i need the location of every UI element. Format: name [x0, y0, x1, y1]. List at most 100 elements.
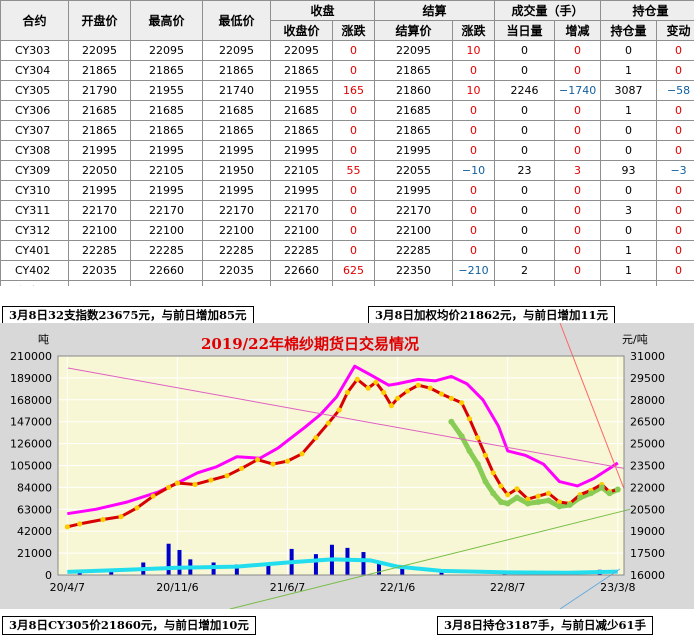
table-cell: 22095: [130, 40, 203, 61]
table-cell: 3: [554, 160, 602, 181]
table-cell: 21865: [202, 120, 271, 141]
price-point: [224, 473, 230, 479]
table-cell: −210: [452, 260, 496, 281]
table-cell: 1: [600, 100, 658, 121]
trend-line-green: [229, 508, 631, 609]
right-tick-label: 26500: [630, 416, 665, 429]
price-point: [64, 524, 70, 530]
volume-bar: [177, 549, 182, 575]
table-cell: 0: [452, 220, 496, 241]
table-cell: 22350: [374, 260, 454, 281]
cy305-point: [458, 433, 465, 440]
table-cell: 21685: [270, 100, 333, 121]
table-cell: 0: [600, 220, 658, 241]
table-cell: 22170: [202, 200, 271, 221]
price-point: [388, 403, 394, 409]
table-row: CY307 21865 21865 21865 21865 0 21865 0 0 0 0 0: [0, 120, 694, 141]
table-cell: 21995: [270, 180, 333, 201]
table-cell: 0: [554, 200, 602, 221]
price-point: [77, 521, 83, 527]
table-cell: 22285: [374, 240, 454, 261]
sub-header-row: 收盘价 涨跌 结算价 涨跌 当日量 增减 持仓量 变动: [1, 20, 694, 41]
table-cell: 0: [656, 140, 694, 161]
table-row: CY305 21790 21955 21740 21955 165 21860 10 2246−…: [0, 80, 694, 101]
contract-quote-table: 合约 开盘价 最高价 最低价 收盘 结算 成交量（手） 持仓量 收盘价 涨跌 结…: [0, 0, 694, 301]
group-header-row: 合约 开盘价 最高价 最低价 收盘 结算 成交量（手） 持仓量: [0, 0, 694, 41]
table-cell: 23: [494, 160, 556, 181]
cy305-point: [545, 497, 552, 504]
table-cell: 0: [600, 180, 658, 201]
table-cell: 0: [331, 220, 376, 241]
table-cell: 10: [452, 40, 496, 61]
table-cell: 0: [554, 240, 602, 261]
price-point: [438, 391, 445, 397]
table-cell: 0: [494, 180, 556, 201]
table-row: CY306 21685 21685 21685 21685 0 21685 0 0 0 1 0: [0, 100, 694, 121]
table-cell: CY305: [0, 80, 69, 101]
table-cell: 0: [494, 40, 556, 61]
table-row: CY303 22095 22095 22095 22095 0 22095 10 0 0 0 0: [0, 40, 694, 61]
table-cell: CY304: [0, 60, 69, 81]
group-close: 收盘: [269, 0, 376, 21]
right-tick-label: 22000: [630, 481, 665, 494]
table-cell: 22100: [374, 220, 454, 241]
table-cell: 22100: [130, 220, 203, 241]
table-cell: CY306: [0, 100, 69, 121]
table-cell: 0: [656, 200, 694, 221]
header-contract: 合约: [0, 0, 69, 41]
table-cell: 0: [452, 140, 496, 161]
left-tick-label: 126000: [10, 438, 52, 451]
table-cell: 0: [494, 100, 556, 121]
cy305-point: [598, 484, 605, 491]
plot-border: [57, 355, 625, 576]
table-cell: 21995: [68, 140, 131, 161]
right-tick-label: 16000: [630, 569, 665, 582]
right-tick-label: 29500: [630, 372, 665, 385]
cy305-point: [606, 490, 613, 497]
price-point: [459, 400, 465, 406]
table-cell: 0: [452, 200, 496, 221]
table-cell: CY402: [0, 260, 69, 281]
header-low: 最低价: [202, 0, 271, 41]
table-cell: 0: [494, 200, 556, 221]
table-cell: 0: [656, 60, 694, 81]
table-cell: 0: [656, 120, 694, 141]
header-open: 开盘价: [68, 0, 131, 41]
table-cell: 0: [494, 140, 556, 161]
table-cell: 0: [600, 140, 658, 161]
price-point: [299, 451, 305, 457]
right-axis-unit: 元/吨: [622, 333, 648, 346]
price-point: [475, 435, 481, 441]
table-cell: 22170: [270, 200, 333, 221]
table-cell: 0: [656, 240, 694, 261]
cy305-point: [524, 500, 531, 507]
chart-title: 2019/22年棉纱期货日交易情况: [201, 335, 419, 353]
table-cell: 0: [452, 100, 496, 121]
table-cell: 0: [554, 100, 602, 121]
x-tick-label: 22/8/7: [490, 581, 525, 594]
table-cell: 21860: [374, 80, 454, 101]
trend-line-blue: [559, 568, 621, 609]
table-cell: 21995: [270, 140, 333, 161]
table-cell: 0: [331, 120, 376, 141]
left-axis-unit: 吨: [38, 333, 49, 346]
group-open-interest: 持仓量: [600, 0, 694, 21]
table-cell: 2: [494, 260, 556, 281]
left-tick-label: 0: [45, 569, 52, 582]
table-cell: 0: [494, 220, 556, 241]
table-cell: 22095: [374, 40, 454, 61]
table-cell: 22285: [130, 240, 203, 261]
cy305-point: [497, 499, 504, 505]
table-cell: 0: [494, 120, 556, 141]
volume-bar: [313, 554, 318, 575]
table-cell: 1: [600, 260, 658, 281]
x-tick-label: 21/6/7: [270, 581, 305, 594]
table-cell: 0: [331, 100, 376, 121]
price-point: [254, 457, 261, 463]
cy305-point: [577, 494, 584, 501]
table-cell: 22095: [68, 40, 131, 61]
volume-bar: [266, 562, 271, 575]
cy305-point: [587, 490, 594, 497]
table-cell: 22660: [130, 260, 203, 281]
table-cell: −3: [656, 160, 694, 181]
